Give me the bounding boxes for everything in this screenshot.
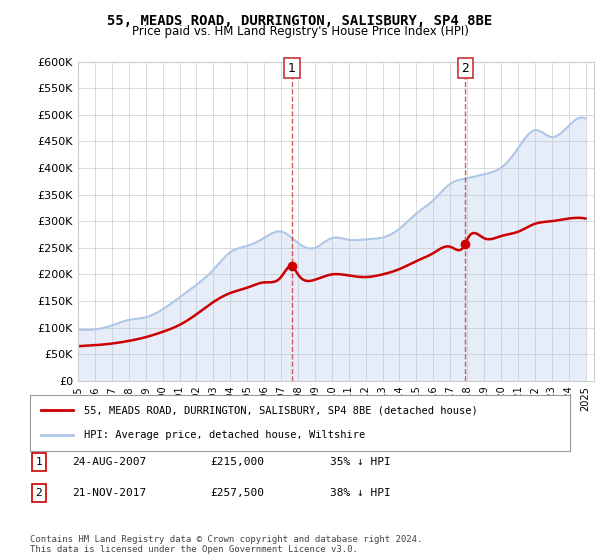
Text: 24-AUG-2007: 24-AUG-2007 <box>72 457 146 467</box>
Text: 2: 2 <box>35 488 43 498</box>
Text: 55, MEADS ROAD, DURRINGTON, SALISBURY, SP4 8BE (detached house): 55, MEADS ROAD, DURRINGTON, SALISBURY, S… <box>84 405 478 416</box>
Text: 21-NOV-2017: 21-NOV-2017 <box>72 488 146 498</box>
Text: 35% ↓ HPI: 35% ↓ HPI <box>330 457 391 467</box>
Text: £215,000: £215,000 <box>210 457 264 467</box>
Text: £257,500: £257,500 <box>210 488 264 498</box>
Text: 1: 1 <box>288 62 296 74</box>
Text: 38% ↓ HPI: 38% ↓ HPI <box>330 488 391 498</box>
Text: 2: 2 <box>461 62 469 74</box>
Text: Contains HM Land Registry data © Crown copyright and database right 2024.
This d: Contains HM Land Registry data © Crown c… <box>30 535 422 554</box>
Text: 1: 1 <box>35 457 43 467</box>
Text: Price paid vs. HM Land Registry's House Price Index (HPI): Price paid vs. HM Land Registry's House … <box>131 25 469 38</box>
Text: HPI: Average price, detached house, Wiltshire: HPI: Average price, detached house, Wilt… <box>84 430 365 440</box>
Text: 55, MEADS ROAD, DURRINGTON, SALISBURY, SP4 8BE: 55, MEADS ROAD, DURRINGTON, SALISBURY, S… <box>107 14 493 28</box>
